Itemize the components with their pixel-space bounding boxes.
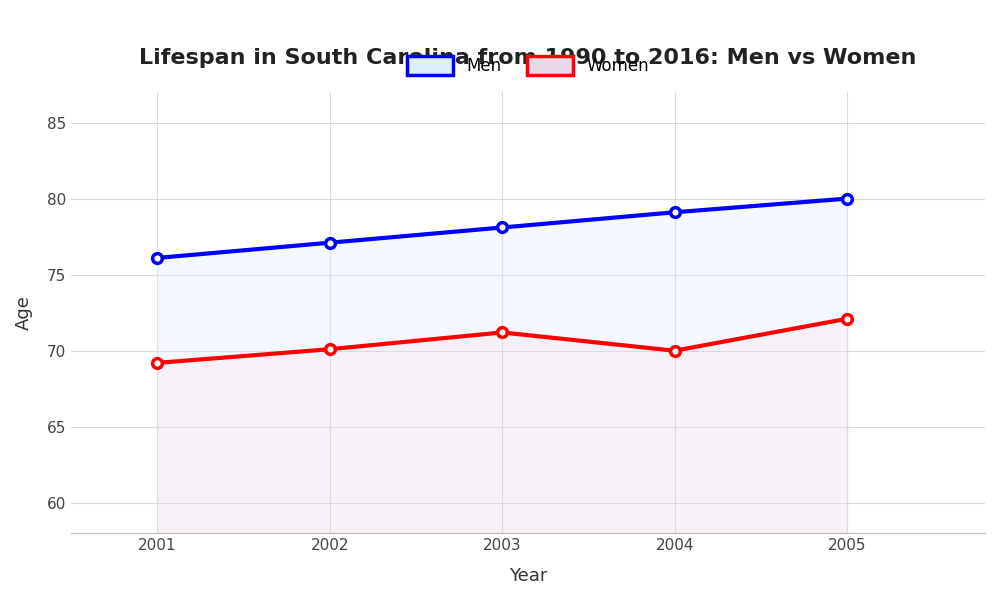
- Legend: Men, Women: Men, Women: [398, 47, 658, 83]
- X-axis label: Year: Year: [509, 567, 547, 585]
- Y-axis label: Age: Age: [15, 295, 33, 330]
- Title: Lifespan in South Carolina from 1990 to 2016: Men vs Women: Lifespan in South Carolina from 1990 to …: [139, 49, 917, 68]
